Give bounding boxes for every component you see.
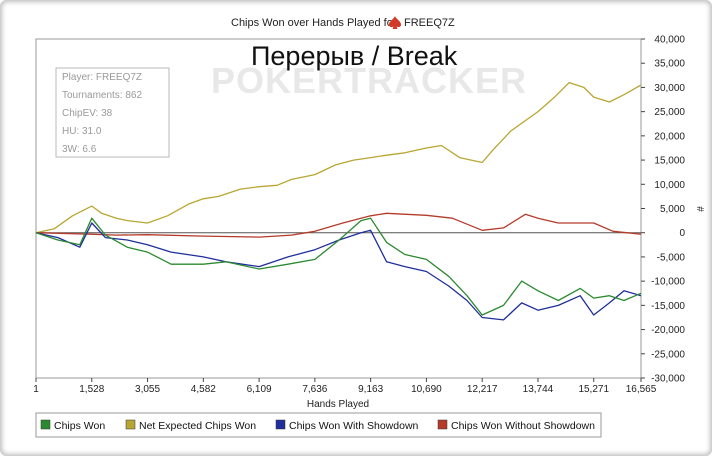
stats-box-border [55,67,170,158]
pokertracker-watermark: POKERTRACKER [211,60,527,101]
y-tick-label: 40,000 [654,35,685,46]
series-line-chips-won-without-showdown [35,212,642,238]
y-tick-label: 15,000 [654,156,685,167]
legend: Chips Won Net Expected Chips Won Chips Won… [35,412,602,438]
y-tick-label: -15,000 [651,301,685,312]
y-tick-label: 30,000 [654,83,685,94]
y-tick-label: -20,000 [651,325,685,336]
stat-player: Player: FREEQ7Z [62,72,142,83]
x-tick-label: 10,690 [411,384,442,395]
x-tick-label: 4,582 [191,384,216,395]
x-tick-label: 16,565 [626,384,657,395]
y-axis-ticks: 40,000 35,000 30,000 25,000 20,000 15,000 10,0… [641,35,685,385]
x-tick-label: 1,528 [79,384,104,395]
legend-items: Chips Won Net Expected Chips Won Chips Won… [40,419,595,432]
x-axis-label: Hands Played [307,399,369,410]
y-tick-label: -30,000 [651,374,685,385]
series-line-chips-won [35,217,642,316]
series-line-chips-won-with-showdown [35,222,642,321]
legend-label-chips-won-with-showdown: Chips Won With Showdown [289,420,419,432]
x-tick-label: 13,744 [523,384,554,395]
x-tick-label: 7,636 [302,384,327,395]
x-tick-label: 12,217 [467,384,498,395]
y-tick-label: 25,000 [654,107,685,118]
series-layer [35,81,642,321]
chart-title-player: FREEQ7Z [404,17,455,29]
y-tick-label: 35,000 [654,59,685,70]
y-tick-label: 10,000 [654,180,685,191]
break-overlay-text: Перерыв / Break [251,41,458,71]
legend-swatch-chips-won [40,419,51,430]
x-axis-ticks: 1 1,528 3,055 4,582 6,109 7,636 9,163 10,690 12,… [33,378,657,395]
x-tick-label: 1 [33,384,39,395]
legend-label-chips-won: Chips Won [54,420,105,432]
legend-label-net-expected-chips-won: Net Expected Chips Won [139,420,256,432]
stat-chipev: ChipEV: 38 [62,108,113,119]
stat-hu: HU: 31.0 [62,126,102,137]
chart-title-text: Chips Won over Hands Played for [231,17,397,29]
legend-swatch-chips-won-with-showdown [275,419,286,430]
y-tick-label: -10,000 [651,277,685,288]
stat-3w: 3W: 6.6 [62,144,97,155]
x-tick-label: 9,163 [358,384,383,395]
legend-swatch-net-expected-chips-won [125,419,136,430]
poker-spade-icon [389,16,401,29]
chart-title: Chips Won over Hands Played for FREEQ7Z [231,16,455,29]
player-stats-box: Player: FREEQ7Z Tournaments: 862 ChipEV:… [55,67,170,158]
series-line-net-expected-chips-won [35,81,642,234]
legend-label-chips-won-without-showdown: Chips Won Without Showdown [451,420,595,432]
x-tick-label: 3,055 [135,384,160,395]
y-tick-label: -25,000 [651,349,685,360]
y-tick-label: 20,000 [654,131,685,142]
y-tick-label: 5,000 [660,204,685,215]
x-tick-label: 15,271 [578,384,609,395]
y-tick-label: 0 [679,228,685,239]
y-tick-label: -5,000 [657,252,686,263]
y-axis-label: # [694,206,705,212]
legend-swatch-chips-won-without-showdown [437,419,448,430]
stat-tournaments: Tournaments: 862 [62,90,142,101]
x-tick-label: 6,109 [247,384,272,395]
